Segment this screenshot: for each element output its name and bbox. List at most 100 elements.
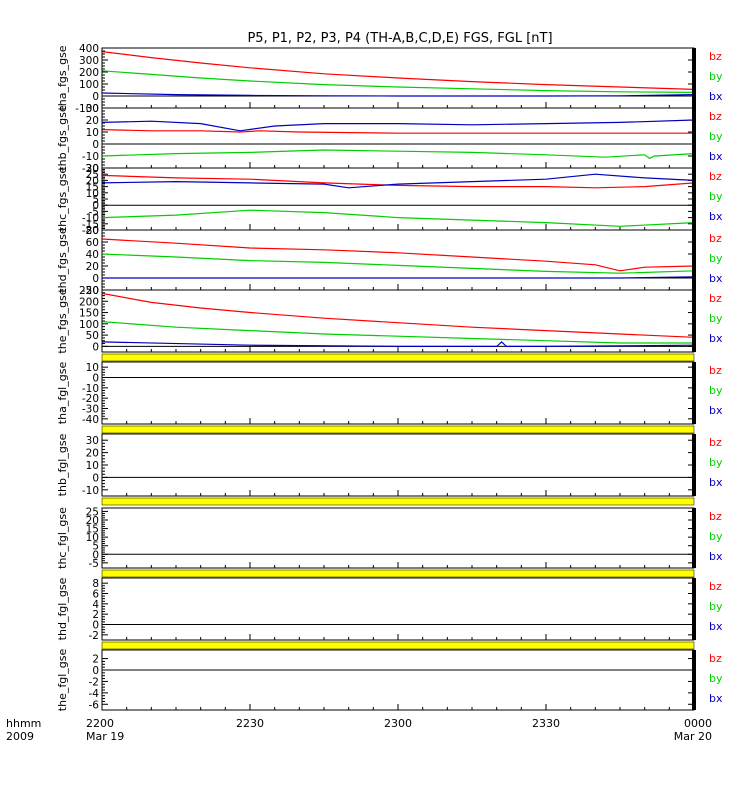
y-axis-label: the_fgs_gse (56, 288, 69, 353)
y-tick-label: -5 (89, 558, 99, 570)
y-tick-label: -10 (82, 213, 99, 225)
y-tick-label: 20 (86, 175, 99, 187)
panel-frame (101, 649, 695, 711)
y-axis-label: tha_fgs_gse (56, 45, 69, 110)
legend-by: by (709, 190, 723, 203)
y-tick-label: 30 (86, 435, 99, 447)
data-gap-bar (101, 425, 695, 434)
x-axis-row1-label: hhmm (6, 717, 41, 730)
data-gap-bar (101, 353, 695, 362)
y-axis-label: thc_fgs_gse (56, 167, 69, 232)
panel-frame (101, 289, 695, 353)
series-line-bx (101, 92, 695, 97)
panel-frame (101, 361, 695, 425)
x-tick-label: 2300 (384, 717, 412, 730)
y-tick-label: -20 (82, 163, 99, 175)
y-tick-label: -4 (89, 688, 100, 700)
legend-by: by (709, 672, 723, 685)
series-line-by (101, 209, 695, 227)
series-line-bz (101, 129, 694, 134)
y-tick-label: 5 (92, 194, 99, 206)
y-tick-label: 10 (86, 127, 99, 139)
y-tick-label: -20 (82, 393, 99, 405)
legend-by: by (709, 384, 723, 397)
y-tick-label: 150 (79, 308, 99, 320)
panel-frame (101, 577, 695, 641)
y-tick-label: 10 (86, 460, 99, 472)
legend-bx: bx (709, 90, 723, 103)
legend-bz: bz (709, 580, 722, 593)
series-line-by (101, 149, 695, 160)
y-axis-label: thd_fgs_gse (56, 227, 69, 293)
y-tick-label: -10 (82, 383, 99, 395)
legend-by: by (709, 252, 723, 265)
y-tick-label: 250 (79, 285, 99, 297)
legend-bz: bz (709, 652, 722, 665)
data-gap-bar (101, 569, 695, 578)
y-tick-label: 400 (79, 43, 99, 55)
y-tick-label: 2 (92, 654, 99, 666)
y-tick-label: -10 (82, 151, 99, 163)
y-tick-label: 100 (79, 79, 99, 91)
y-tick-label: -6 (89, 699, 100, 711)
legend-by: by (709, 530, 723, 543)
series-line-bz (101, 174, 695, 189)
legend-by: by (709, 312, 723, 325)
y-tick-label: -20 (82, 225, 99, 237)
y-tick-label: 60 (86, 237, 99, 249)
x-tick-label: 2230 (236, 717, 264, 730)
y-tick-label: -5 (89, 206, 99, 218)
series-line-bz (101, 51, 695, 90)
y-tick-label: 0 (92, 373, 99, 385)
legend-bx: bx (709, 692, 723, 705)
y-axis-label: thd_fgl_gse (56, 577, 69, 640)
y-tick-label: 30 (86, 103, 99, 115)
y-tick-label: 10 (86, 362, 99, 374)
y-tick-label: 20 (86, 261, 99, 273)
y-tick-label: 8 (92, 578, 99, 590)
y-tick-label: -20 (82, 285, 99, 297)
y-tick-label: 2 (92, 609, 99, 621)
legend-by: by (709, 70, 723, 83)
y-axis-label: thb_fgs_gse (56, 105, 69, 171)
y-tick-label: 10 (86, 188, 99, 200)
y-tick-label: 0 (92, 665, 99, 677)
y-tick-label: -10 (82, 485, 99, 497)
y-tick-label: 80 (86, 225, 99, 237)
legend-bz: bz (709, 436, 722, 449)
x-tick-label: 2330 (532, 717, 560, 730)
series-line-bx (101, 119, 695, 132)
series-line-bx (102, 276, 695, 279)
y-tick-label: 15 (86, 524, 99, 536)
legend-bx: bx (709, 404, 723, 417)
y-tick-label: -100 (75, 103, 99, 115)
legend-bz: bz (709, 364, 722, 377)
x-tick-date-label: Mar 20 (674, 730, 712, 743)
y-tick-label: 0 (92, 200, 99, 212)
series-line-bx (101, 341, 695, 347)
panel-frame (101, 433, 695, 497)
legend-bx: bx (709, 150, 723, 163)
legend-bx: bx (709, 550, 723, 563)
x-tick-label: 2200 (86, 717, 114, 730)
y-tick-label: 20 (86, 115, 99, 127)
y-tick-label: 25 (86, 506, 99, 518)
y-tick-label: 200 (79, 67, 99, 79)
y-axis-label: thb_fgl_gse (56, 433, 69, 496)
y-axis-label: the_fgl_gse (56, 649, 69, 712)
y-tick-label: 10 (86, 532, 99, 544)
y-tick-label: 0 (92, 273, 99, 285)
legend-bz: bz (709, 170, 722, 183)
legend-bz: bz (709, 50, 722, 63)
y-tick-label: 4 (92, 599, 99, 611)
series-line-bz (101, 238, 695, 272)
